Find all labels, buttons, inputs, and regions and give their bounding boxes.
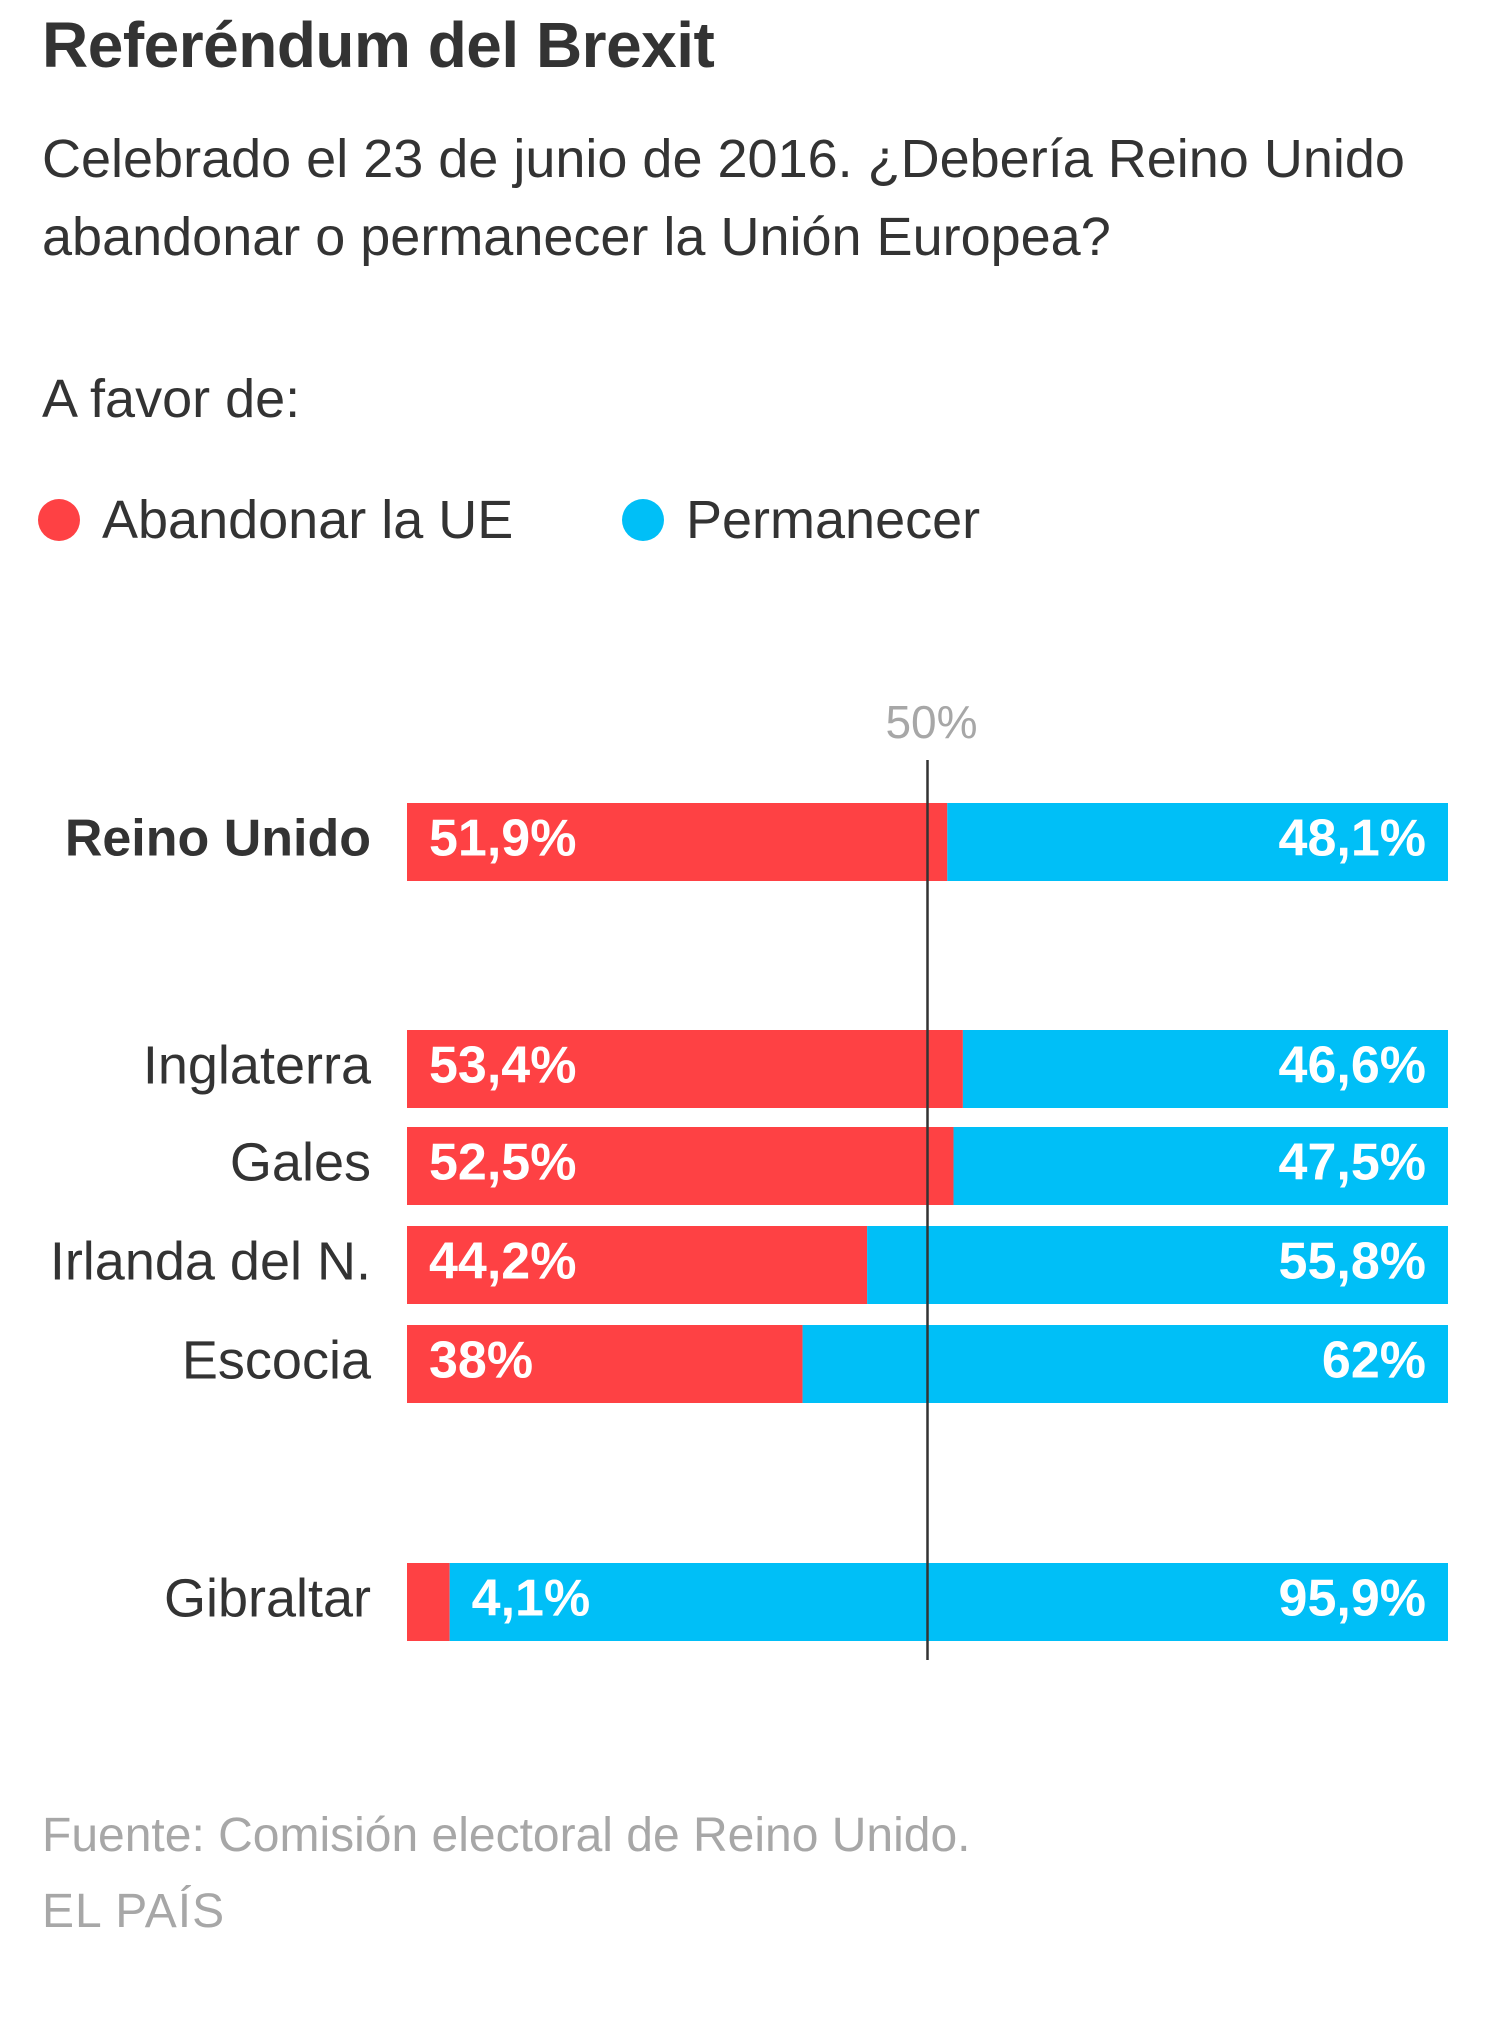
bar-leave: [407, 1030, 963, 1108]
bar-remain: [449, 1563, 1448, 1641]
chart-subtitle: Celebrado el 23 de junio de 2016. ¿Deber…: [42, 129, 1405, 267]
bar-leave: [407, 1127, 954, 1205]
value-label-leave: 44,2%: [429, 1233, 576, 1291]
category-label: Gibraltar: [164, 1568, 371, 1628]
brand-label: EL PAÍS: [42, 1885, 226, 1938]
value-label-remain: 48,1%: [1279, 810, 1426, 868]
reference-label: 50%: [885, 696, 977, 748]
category-label: Gales: [230, 1132, 371, 1192]
value-label-remain: 47,5%: [1279, 1134, 1426, 1192]
bar-leave: [407, 803, 948, 881]
bar-remain: [962, 1030, 1448, 1108]
category-label: Reino Unido: [65, 810, 371, 868]
legend-item-remain: Permanecer: [622, 480, 980, 560]
category-label: Irlanda del N.: [50, 1231, 371, 1291]
legend-label-remain: Permanecer: [686, 490, 981, 550]
source-note: Fuente: Comisión electoral de Reino Unid…: [42, 1809, 971, 1862]
stacked-bar-chart: Reino Unido 51,9% 48,1% Inglaterra 53,4% 46,6…: [50, 696, 1448, 1660]
value-label-leave: 53,4%: [429, 1037, 576, 1095]
favor-label: A favor de:: [42, 369, 301, 429]
bar-leave: [407, 1325, 803, 1403]
bar-remain: [867, 1226, 1448, 1304]
legend-dot-leave-icon: [38, 499, 80, 541]
value-label-remain: 95,9%: [1279, 1570, 1426, 1628]
chart-title: Referéndum del Brexit: [42, 9, 715, 81]
legend-item-leave: Abandonar la UE: [38, 480, 513, 560]
legend-dot-remain-icon: [622, 499, 664, 541]
value-label-remain: 46,6%: [1279, 1037, 1426, 1095]
value-label-leave: 52,5%: [429, 1134, 576, 1192]
category-label: Escocia: [182, 1330, 372, 1390]
value-label-leave: 38%: [429, 1332, 533, 1390]
bar-remain: [953, 1127, 1448, 1205]
bar-remain: [947, 803, 1448, 881]
value-label-remain: 55,8%: [1279, 1233, 1426, 1291]
legend-label-leave: Abandonar la UE: [102, 490, 514, 550]
value-label-leave: 4,1%: [472, 1570, 591, 1628]
bar-leave: [407, 1563, 450, 1641]
bar-remain: [802, 1325, 1448, 1403]
bar-leave: [407, 1226, 868, 1304]
value-label-remain: 62%: [1322, 1332, 1426, 1390]
category-label: Inglaterra: [143, 1035, 372, 1095]
value-label-leave: 51,9%: [429, 810, 576, 868]
